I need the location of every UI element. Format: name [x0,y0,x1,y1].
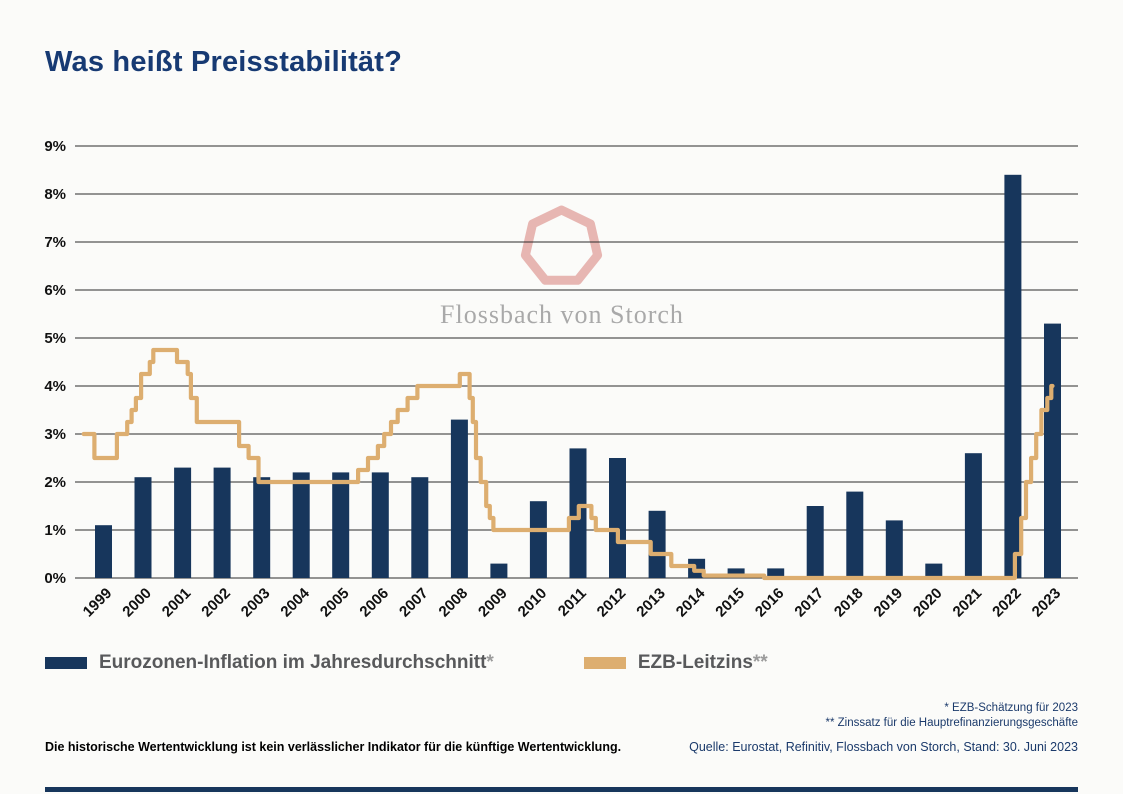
bar-2012 [609,458,626,578]
source-line: Quelle: Eurostat, Refinitiv, Flossbach v… [689,740,1078,754]
x-tick-label: 2020 [910,585,946,621]
x-tick-label: 2004 [277,584,313,620]
x-tick-label: 2023 [1029,585,1065,621]
bar-2017 [806,506,824,578]
bar-2013 [648,510,666,578]
y-tick-label: 3% [44,426,66,443]
x-tick-label: 2013 [633,585,669,621]
y-tick-label: 1% [44,522,66,539]
x-tick-label: 2009 [475,585,511,621]
x-tick-label: 2000 [119,585,155,621]
x-tick-label: 2010 [515,585,551,621]
inflation-footnote-mark: * [486,652,494,673]
footnote-ecb-estimate: * EZB-Schätzung für 2023 [944,702,1078,714]
bar-2014 [688,558,706,578]
bar-2001 [174,467,192,578]
x-tick-label: 2008 [436,585,472,621]
bar-2015 [727,568,745,578]
bar-2010 [529,501,547,578]
y-tick-label: 6% [44,282,66,299]
bar-2023 [1044,323,1061,578]
bar-2021 [964,453,982,578]
inflation-legend-label: Eurozonen-Inflation im Jahresdurchschnit… [99,652,494,673]
bar-2018 [846,491,864,578]
page-title: Was heißt Preisstabilität? [45,46,403,78]
y-tick-label: 2% [44,474,66,491]
ecb-rate-line [81,347,1055,581]
bar-2019 [885,520,903,578]
x-tick-label: 2007 [396,585,432,621]
x-tick-label: 2012 [594,585,630,621]
y-tick-label: 7% [44,234,66,251]
y-tick-label: 0% [44,570,66,587]
y-axis-labels: 0% 1% 2% 3% 4% 5% 6% 7% 8% 9% [44,138,66,587]
y-tick-label: 8% [44,186,66,203]
y-tick-label: 4% [44,378,66,395]
bar-2008 [450,419,468,578]
x-tick-label: 2001 [159,585,195,621]
x-tick-label: 2021 [950,585,986,621]
x-tick-label: 2005 [317,585,353,621]
disclaimer: Die historische Wertentwicklung ist kein… [45,740,622,754]
bar-2003 [253,477,271,578]
bar-2006 [371,472,389,578]
x-tick-label: 2019 [871,585,907,621]
x-axis-labels: 1999 2000 2001 2002 2003 2004 2005 2006 2007 2008… [80,584,1065,620]
bar-2000 [134,477,152,578]
inflation-bars [95,174,1061,579]
x-tick-label: 2003 [238,585,274,621]
y-tick-label: 5% [44,330,66,347]
ecb-rate-footnote-mark: ** [752,652,768,673]
footer-rule [45,787,1078,792]
x-tick-label: 2006 [356,585,392,621]
x-tick-label: 2018 [831,585,867,621]
x-tick-label: 2014 [673,584,709,620]
x-tick-label: 2002 [198,585,234,621]
x-tick-label: 2015 [712,585,748,621]
bar-2009 [490,563,508,578]
bar-2007 [411,477,429,578]
bar-2005 [332,472,350,578]
bar-2002 [213,467,231,578]
ecb-rate-legend-label: EZB-Leitzins** [637,652,768,673]
x-tick-label: 2011 [555,585,590,620]
bar-2020 [925,563,943,578]
x-tick-label: 2017 [791,585,827,621]
x-tick-label: 1999 [80,585,116,621]
footnote-refinancing-rate: ** Zinssatz für die Hauptrefinanzierungs… [825,717,1078,729]
fvs-logo-heptagon-icon [520,205,603,285]
chart-legend: Eurozonen-Inflation im Jahresdurchschnit… [45,652,1078,674]
bar-1999 [95,525,112,578]
footnotes: * EZB-Schätzung für 2023 ** Zinssatz für… [825,701,1078,731]
y-tick-label: 9% [44,138,66,155]
bar-2022 [1004,174,1022,579]
ecb-rate-line-swatch-icon [583,657,626,669]
x-tick-label: 2022 [989,585,1025,621]
bar-2004 [292,472,310,578]
x-tick-label: 2016 [752,585,788,621]
bar-2016 [767,568,785,578]
legend-item-ecb-rate: EZB-Leitzins** [583,652,768,674]
watermark-text: Flossbach von Storch [440,300,684,329]
inflation-bar-swatch-icon [45,657,87,669]
legend-item-inflation: Eurozonen-Inflation im Jahresdurchschnit… [45,652,494,674]
